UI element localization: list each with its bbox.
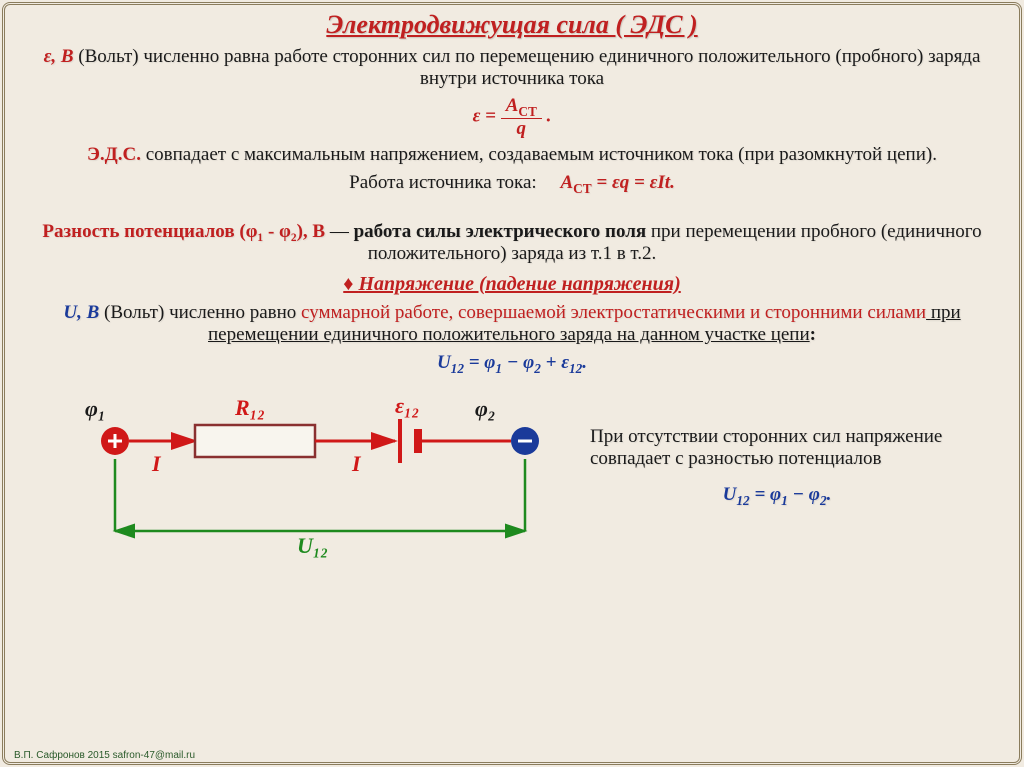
work-line: Работа источника тока: AСТ = εq = εIt.	[40, 172, 984, 197]
I2-label: I	[352, 451, 361, 477]
phi1-label: φ₁	[85, 396, 106, 422]
emf-eq-lhs: ε =	[473, 105, 496, 126]
R-label: R₁₂	[235, 395, 265, 421]
diamond-icon: ♦	[343, 273, 358, 295]
u-colon: :	[810, 324, 816, 345]
pd-lead: Разность потенциалов (φ₁ - φ₂), В	[42, 221, 325, 242]
emf-formula: ε = AСТ q .	[40, 96, 984, 138]
u-red: суммарной работе, совершаемой электроста…	[301, 302, 926, 323]
circuit-row: φ₁ φ₂ R₁₂ ε₁₂ I I U₁₂ При отсутствии сто…	[40, 381, 984, 581]
voltage-heading: ♦ Напряжение (падение напряжения)	[40, 273, 984, 296]
u12-formula: U12 = φ1 − φ2 + ε12.	[40, 352, 984, 377]
emf-definition: ε, В (Вольт) численно равна работе сторо…	[40, 46, 984, 90]
u-unit: (Вольт)	[104, 302, 164, 323]
num-sub: СТ	[518, 104, 536, 119]
eds-coincide: Э.Д.С. совпадает с максимальным напряжен…	[40, 144, 984, 166]
circuit-diagram: φ₁ φ₂ R₁₂ ε₁₂ I I U₁₂	[60, 381, 580, 581]
emf-def-text: численно равна работе сторонних сил по п…	[139, 46, 981, 89]
U12-label: U₁₂	[297, 533, 328, 559]
pd-bold: работа силы электрического поля	[354, 221, 647, 242]
work-label: Работа источника тока:	[349, 172, 537, 193]
eps-label: ε₁₂	[395, 393, 419, 419]
I1-label: I	[152, 451, 161, 477]
side-note-block: При отсутствии сторонних сил напряжение …	[580, 381, 984, 509]
u-t1: численно равно	[164, 302, 301, 323]
voltage-title-text: Напряжение (падение напряжения)	[358, 273, 680, 295]
potential-diff: Разность потенциалов (φ₁ - φ₂), В — рабо…	[40, 221, 984, 265]
work-formula: AСТ = εq = εIt.	[560, 172, 674, 193]
fraction-num: AСТ	[501, 96, 542, 119]
eds-label: Э.Д.С.	[87, 144, 141, 165]
fraction-den: q	[501, 119, 542, 138]
pd-mid: —	[325, 221, 354, 242]
u12b-formula: U12 = φ1 − φ2.	[590, 484, 964, 509]
eds-text: совпадает с максимальным напряжением, со…	[141, 144, 937, 165]
content: Электродвижущая сила ( ЭДС ) ε, В (Вольт…	[0, 0, 1024, 591]
formula-tail: .	[542, 105, 552, 126]
phi2-label: φ₂	[475, 396, 496, 422]
fraction: AСТ q	[501, 96, 542, 138]
side-note-text: При отсутствии сторонних сил напряжение …	[590, 426, 942, 469]
num-A: A	[506, 95, 519, 116]
emf-symbol: ε, В	[44, 46, 79, 67]
u-symbol: U, В	[63, 302, 104, 323]
footer-credit: В.П. Сафронов 2015 safron-47@mail.ru	[14, 750, 195, 761]
volt-unit: (Вольт)	[78, 46, 138, 67]
voltage-definition: U, В (Вольт) численно равно суммарной ра…	[40, 302, 984, 346]
main-title: Электродвижущая сила ( ЭДС )	[40, 10, 984, 40]
